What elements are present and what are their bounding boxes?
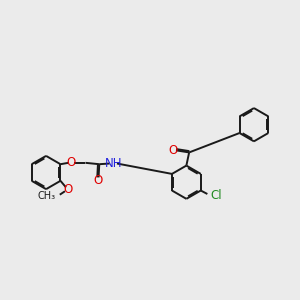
Text: O: O <box>94 174 103 187</box>
Text: NH: NH <box>104 157 122 170</box>
Text: Cl: Cl <box>211 189 222 202</box>
Text: O: O <box>168 143 178 157</box>
Text: O: O <box>64 183 73 196</box>
Text: CH₃: CH₃ <box>38 191 56 201</box>
Text: O: O <box>66 156 76 169</box>
